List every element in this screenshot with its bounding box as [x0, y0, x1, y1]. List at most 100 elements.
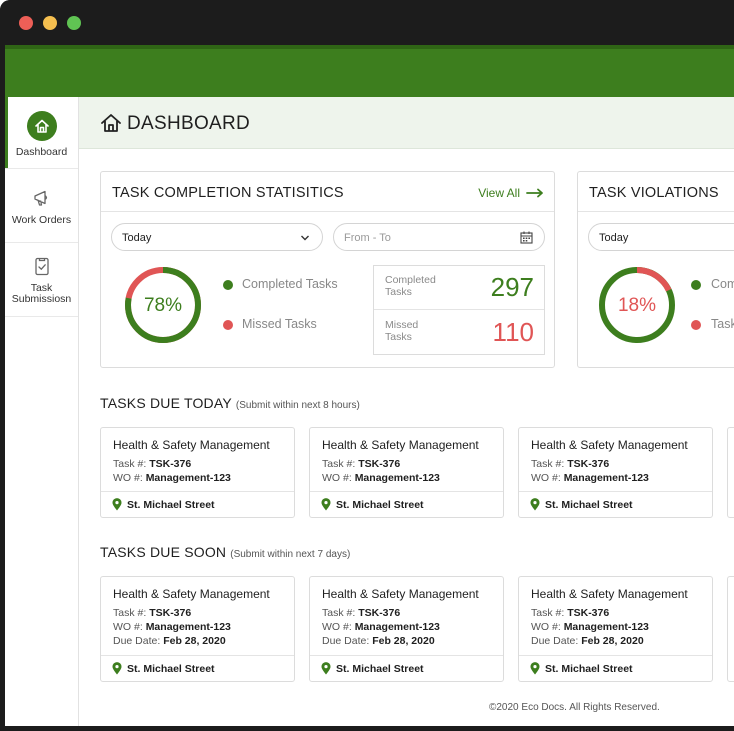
task-title: Health & Safety Management: [531, 438, 688, 452]
tasks-due-soon-heading: TASKS DUE SOON (Submit within next 7 days…: [100, 544, 350, 560]
period-select[interactable]: Today: [111, 223, 323, 251]
work-order-number: WO #: Management-123: [531, 621, 649, 633]
task-title: Health & Safety Management: [113, 587, 270, 601]
task-card[interactable]: Health & Safety Management Task #: TSK-3…: [518, 576, 713, 682]
home-icon: [26, 111, 57, 141]
due-date: Due Date: Feb 28, 2020: [113, 635, 226, 647]
map-pin-icon: [321, 498, 331, 511]
page-title: DASHBOARD: [127, 113, 251, 134]
sidebar-item-label: Dashboard: [15, 146, 68, 158]
location-label: St. Michael Street: [127, 663, 215, 675]
megaphone-icon: [31, 187, 53, 209]
work-order-number: WO #: Management-123: [322, 472, 440, 484]
home-icon: [99, 111, 123, 135]
period-select-value: Today: [599, 232, 629, 244]
task-number: Task #: TSK-376: [322, 607, 401, 619]
maximize-window-button[interactable]: [67, 16, 81, 30]
period-select-value: Today: [122, 232, 152, 244]
task-location: St. Michael Street: [310, 491, 503, 517]
main-content: DASHBOARD TASK COMPLETION STATISITICS Vi…: [79, 97, 734, 726]
section-title: TASKS DUE SOON: [100, 544, 227, 560]
task-card[interactable]: Health & Safety Management Task #: TSK-3…: [100, 427, 295, 518]
location-label: St. Michael Street: [545, 663, 633, 675]
card-header: TASK COMPLETION STATISITICS View All: [101, 172, 554, 212]
sidebar-item-label: Task Submissiosn: [11, 282, 72, 305]
sidebar-item-work-orders[interactable]: Work Orders: [5, 169, 78, 243]
missed-legend-label: Missed Tasks: [242, 317, 317, 331]
missed-stat-row: Missed Tasks 110: [374, 311, 544, 355]
violations-period-select[interactable]: Today: [588, 223, 734, 251]
missed-stat-value: 110: [492, 317, 534, 347]
map-pin-icon: [530, 498, 540, 511]
task-location: St. Michael Street: [101, 491, 294, 517]
date-range-input[interactable]: From - To: [333, 223, 545, 251]
completion-percent: 78%: [143, 295, 183, 316]
view-all-link[interactable]: View All: [478, 186, 544, 201]
completed-legend-label: Completed Tasks: [242, 277, 338, 291]
tasks-due-today-heading: TASKS DUE TODAY (Submit within next 8 hou…: [100, 395, 360, 411]
chevron-down-icon: [300, 233, 310, 243]
date-range-placeholder: From - To: [344, 232, 391, 244]
view-all-label: View All: [478, 186, 520, 200]
due-date: Due Date: Feb 28, 2020: [531, 635, 644, 647]
clipboard-check-icon: [31, 255, 53, 277]
work-order-number: WO #: Management-123: [113, 621, 231, 633]
map-pin-icon: [530, 662, 540, 675]
card-title: TASK VIOLATIONS: [589, 185, 719, 201]
section-subtitle: (Submit within next 7 days): [230, 549, 351, 560]
task-card[interactable]: Health & Safety Management Task #: TSK-3…: [309, 576, 504, 682]
completion-donut-chart: [125, 267, 201, 343]
work-order-number: WO #: Management-123: [531, 472, 649, 484]
completed-stat-row: Completed Tasks 297: [374, 266, 544, 310]
task-number: Task #: TSK-376: [531, 607, 610, 619]
donut-violation-arc: [599, 267, 675, 343]
page-header: DASHBOARD: [79, 97, 734, 149]
minimize-window-button[interactable]: [43, 16, 57, 30]
map-pin-icon: [112, 498, 122, 511]
task-location: St. Michael Street: [519, 655, 712, 681]
missed-stat-label: Missed Tasks: [385, 319, 419, 343]
task-title: Health & Safety Management: [322, 438, 479, 452]
task-number: Task #: TSK-376: [322, 458, 401, 470]
top-bar: [5, 45, 734, 97]
location-label: St. Michael Street: [336, 663, 424, 675]
completed-legend-dot: [223, 280, 233, 290]
work-order-number: WO #: Management-123: [322, 621, 440, 633]
task-completion-card: TASK COMPLETION STATISITICS View All Tod…: [100, 171, 555, 368]
task-number: Task #: TSK-376: [531, 458, 610, 470]
work-order-number: WO #: Management-123: [113, 472, 231, 484]
window-titlebar: [0, 0, 734, 45]
task-number: Task #: TSK-376: [113, 458, 192, 470]
card-title: TASK COMPLETION STATISITICS: [112, 185, 344, 201]
task-card[interactable]: Health & Safety Management Task #: TSK-3…: [309, 427, 504, 518]
close-window-button[interactable]: [19, 16, 33, 30]
sidebar-item-label: Work Orders: [11, 214, 72, 226]
app-screen: Dashboard Work Orders Task Submissiosn: [5, 45, 734, 726]
due-date: Due Date: Feb 28, 2020: [322, 635, 435, 647]
section-title: TASKS DUE TODAY: [100, 395, 232, 411]
task-card[interactable]: Health & Safety Management Task #: TSK-3…: [100, 576, 295, 682]
task-card-partial[interactable]: [727, 427, 734, 518]
map-pin-icon: [321, 662, 331, 675]
completed-stat-label: Completed Tasks: [385, 274, 436, 298]
sidebar-item-task-submissions[interactable]: Task Submissiosn: [5, 243, 78, 317]
missed-legend-dot: [691, 320, 701, 330]
stats-box: Completed Tasks 297 Missed Tasks 110: [373, 265, 545, 355]
sidebar: Dashboard Work Orders Task Submissiosn: [5, 97, 79, 726]
task-title: Health & Safety Management: [322, 587, 479, 601]
section-subtitle: (Submit within next 8 hours): [235, 400, 360, 411]
window-bottom-edge: [0, 726, 734, 731]
task-card[interactable]: Health & Safety Management Task #: TSK-3…: [518, 427, 713, 518]
sidebar-item-dashboard[interactable]: Dashboard: [5, 97, 78, 169]
task-card-partial[interactable]: [727, 576, 734, 682]
copyright-footer: ©2020 Eco Docs. All Rights Reserved.: [489, 702, 660, 713]
location-label: St. Michael Street: [545, 499, 633, 511]
location-label: St. Michael Street: [336, 499, 424, 511]
missed-legend-dot: [223, 320, 233, 330]
task-location: St. Michael Street: [101, 655, 294, 681]
completed-legend-dot: [691, 280, 701, 290]
task-title: Health & Safety Management: [531, 587, 688, 601]
violations-percent: 18%: [617, 295, 657, 316]
violations-donut-chart: [599, 267, 675, 343]
